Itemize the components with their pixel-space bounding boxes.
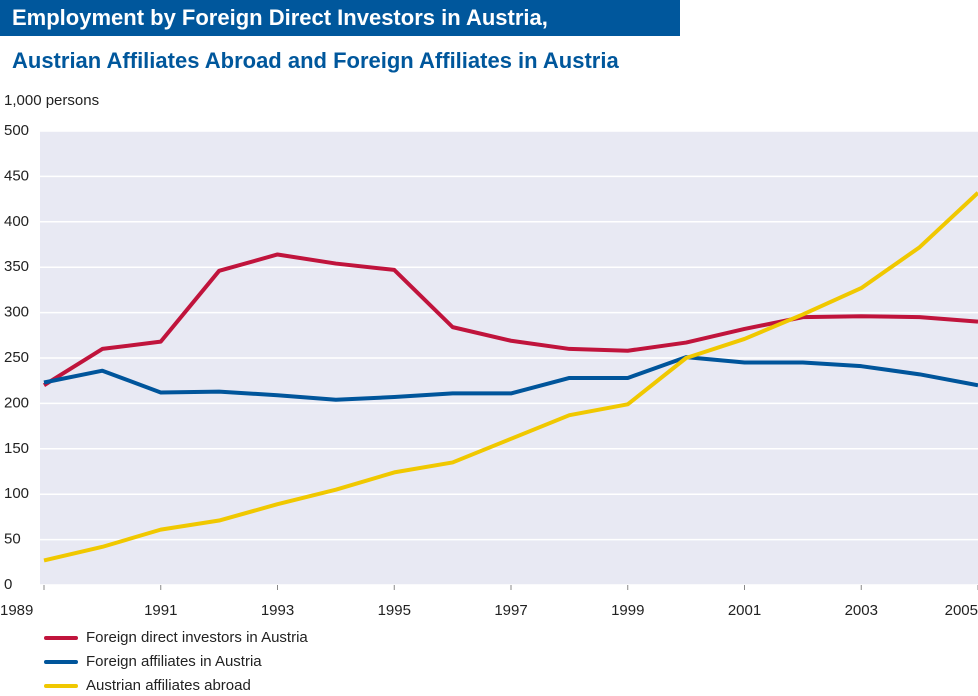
y-tick-label: 100 <box>4 485 29 502</box>
line-series <box>43 191 978 563</box>
y-tick-label: 150 <box>4 440 29 457</box>
legend-label: Austrian affiliates abroad <box>86 677 251 694</box>
line-series <box>43 355 978 402</box>
x-tick-label: 1997 <box>494 602 527 619</box>
y-tick-label: 0 <box>4 576 12 593</box>
x-tick-label: 2005 <box>945 602 978 619</box>
x-tick-label: 2003 <box>845 602 878 619</box>
chart-title: Employment by Foreign Direct Investors i… <box>12 5 548 30</box>
x-tick-label: 1989 <box>0 602 33 619</box>
chart-subtitle: Austrian Affiliates Abroad and Foreign A… <box>12 48 619 73</box>
x-tick-label: 1995 <box>378 602 411 619</box>
title-bar <box>0 0 680 36</box>
legend-label: Foreign direct investors in Austria <box>86 629 308 646</box>
y-tick-label: 400 <box>4 213 29 230</box>
y-tick-label: 450 <box>4 167 29 184</box>
y-tick-label: 350 <box>4 258 29 275</box>
x-tick-label: 2001 <box>728 602 761 619</box>
y-tick-label: 300 <box>4 304 29 321</box>
x-tick-label: 1999 <box>611 602 644 619</box>
x-tick-label: 1991 <box>144 602 177 619</box>
legend-label: Foreign affiliates in Austria <box>86 653 262 670</box>
y-tick-label: 250 <box>4 349 29 366</box>
y-tick-label: 200 <box>4 394 29 411</box>
line-series <box>42 252 978 387</box>
y-tick-label: 500 <box>4 122 29 139</box>
x-tick-label: 1993 <box>261 602 294 619</box>
y-tick-label: 50 <box>4 531 21 548</box>
y-axis-label: 1,000 persons <box>4 92 99 109</box>
